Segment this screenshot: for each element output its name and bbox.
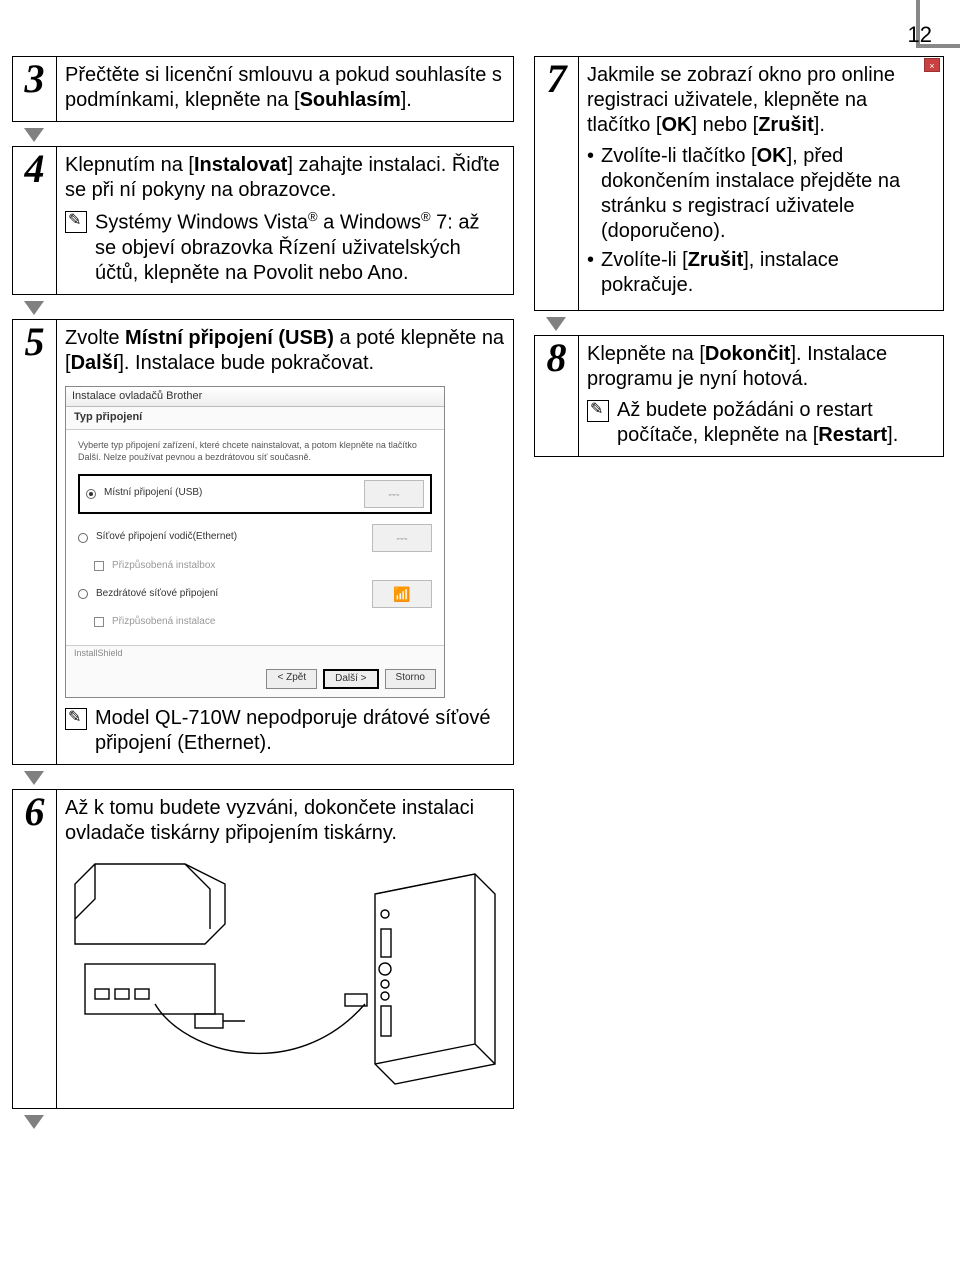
usb-cable-icon: ⎓ <box>364 480 424 508</box>
down-arrow-icon <box>24 1115 44 1129</box>
step-6: 6 Až k tomu budete vyzváni, dokončete in… <box>12 789 514 1109</box>
radio-icon <box>78 533 88 543</box>
page-number: 12 <box>908 22 932 48</box>
dialog-subtitle: Typ připojení <box>66 407 444 430</box>
step-5: 5 Zvolte Místní připojení (USB) a poté k… <box>12 319 514 766</box>
option-wifi-custom-label: Přizpůsobená instalace <box>112 616 432 629</box>
step-number: 5 <box>13 320 57 765</box>
install-dialog: Instalace ovladačů Brother × Typ připoje… <box>65 386 445 699</box>
option-usb: Místní připojení (USB) ⎓ <box>78 474 432 514</box>
radio-icon <box>86 489 96 499</box>
option-wifi-label: Bezdrátové síťové připojení <box>96 588 364 601</box>
step-8-text: Klepněte na [Dokončit]. Instalace progra… <box>587 342 935 392</box>
option-ethernet-custom-label: Přizpůsobená instalbox <box>112 560 432 573</box>
radio-icon <box>78 589 88 599</box>
step-number: 3 <box>13 57 57 121</box>
checkbox-icon <box>94 561 104 571</box>
dialog-buttons: < Zpět Další > Storno <box>66 665 444 698</box>
step-7: 7 Jakmile se zobrazí okno pro online reg… <box>534 56 944 311</box>
step-8-note-text: Až budete požádáni o restart počítače, k… <box>617 398 935 448</box>
step-4: 4 Klepnutím na [Instalovat] zahajte inst… <box>12 146 514 295</box>
down-arrow-icon <box>24 301 44 315</box>
step-number: 8 <box>535 336 579 456</box>
step-5-text: Zvolte Místní připojení (USB) a poté kle… <box>65 326 505 376</box>
next-button: Další > <box>323 669 378 690</box>
note-icon <box>65 211 87 233</box>
ethernet-cable-icon: ⎓ <box>372 524 432 552</box>
step-7-bullet-1: Zvolíte-li tlačítko [OK], před dokončení… <box>587 144 935 244</box>
left-column: 3 Přečtěte si licenční smlouvu a pokud s… <box>12 56 514 1133</box>
dialog-close-icon: × <box>924 58 940 72</box>
dialog-description: Vyberte typ připojení zařízení, které ch… <box>78 440 432 463</box>
printer-connection-illustration <box>65 854 505 1094</box>
dialog-title: Instalace ovladačů Brother <box>66 387 444 408</box>
option-wifi: Bezdrátové síťové připojení 📶 <box>78 580 432 608</box>
step-8: 8 Klepněte na [Dokončit]. Instalace prog… <box>534 335 944 457</box>
step-7-bullet-2: Zvolíte-li [Zrušit], instalace pokračuje… <box>587 248 935 298</box>
down-arrow-icon <box>24 771 44 785</box>
dialog-installshield: InstallShield <box>66 645 444 665</box>
down-arrow-icon <box>546 317 566 331</box>
step-3-text: Přečtěte si licenční smlouvu a pokud sou… <box>65 63 505 113</box>
wifi-icon: 📶 <box>372 580 432 608</box>
option-ethernet: Síťové připojení vodič(Ethernet) ⎓ <box>78 524 432 552</box>
right-column: 7 Jakmile se zobrazí okno pro online reg… <box>534 56 944 1133</box>
step-4-note-text: Systémy Windows Vista® a Windows® 7: až … <box>95 209 505 286</box>
option-ethernet-custom: Přizpůsobená instalbox <box>78 560 432 573</box>
option-wifi-custom: Přizpůsobená instalace <box>78 616 432 629</box>
step-number: 7 <box>535 57 579 310</box>
step-8-note: Až budete požádáni o restart počítače, k… <box>587 398 935 448</box>
option-ethernet-label: Síťové připojení vodič(Ethernet) <box>96 531 364 544</box>
checkbox-icon <box>94 617 104 627</box>
down-arrow-icon <box>24 128 44 142</box>
step-5-note-text: Model QL-710W nepodporuje drátové síťové… <box>95 706 505 756</box>
step-3: 3 Přečtěte si licenční smlouvu a pokud s… <box>12 56 514 122</box>
note-icon <box>587 400 609 422</box>
step-7-text: Jakmile se zobrazí okno pro online regis… <box>587 63 935 138</box>
step-4-text: Klepnutím na [Instalovat] zahajte instal… <box>65 153 505 203</box>
option-usb-label: Místní připojení (USB) <box>104 487 356 500</box>
step-number: 4 <box>13 147 57 294</box>
cancel-button: Storno <box>385 669 436 690</box>
step-6-text: Až k tomu budete vyzváni, dokončete inst… <box>65 796 505 846</box>
step-number: 6 <box>13 790 57 1108</box>
back-button: < Zpět <box>266 669 317 690</box>
step-4-note: Systémy Windows Vista® a Windows® 7: až … <box>65 209 505 286</box>
step-5-note: Model QL-710W nepodporuje drátové síťové… <box>65 706 505 756</box>
note-icon <box>65 708 87 730</box>
